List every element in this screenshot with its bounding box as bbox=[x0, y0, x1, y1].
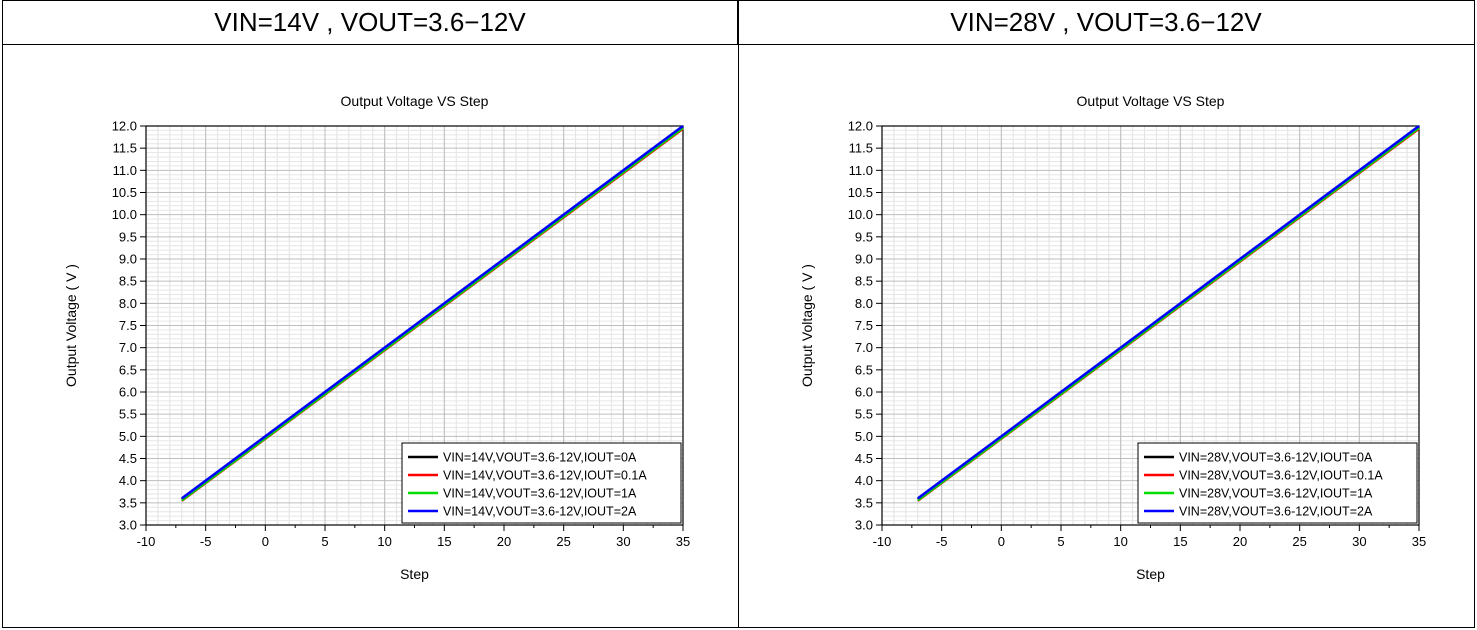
chart-title: Output Voltage VS Step bbox=[341, 93, 489, 109]
y-tick-label: 10.0 bbox=[848, 207, 873, 222]
y-tick-label: 3.0 bbox=[119, 518, 137, 533]
legend-box bbox=[1137, 442, 1418, 524]
legend-box bbox=[401, 442, 682, 524]
y-tick-label: 8.0 bbox=[119, 296, 137, 311]
x-tick-label: 0 bbox=[262, 534, 269, 549]
x-tick-label: 5 bbox=[321, 534, 328, 549]
y-tick-label: 4.0 bbox=[119, 473, 137, 488]
right-chart-panel: Output Voltage VS Step -10 -5 0 5 10 15 20 25 30 3… bbox=[739, 45, 1474, 627]
x-axis-label: Step bbox=[400, 566, 429, 582]
y-tick-label: 3.5 bbox=[855, 495, 873, 510]
legend-label: VIN=28V,VOUT=3.6-12V,IOUT=0A bbox=[1179, 451, 1373, 465]
y-tick-label: 6.0 bbox=[119, 385, 137, 400]
x-tick-label: 5 bbox=[1057, 534, 1064, 549]
chart-title: Output Voltage VS Step bbox=[1077, 93, 1225, 109]
x-tick-label: 10 bbox=[377, 534, 391, 549]
x-tick-label: 20 bbox=[1233, 534, 1247, 549]
series-line bbox=[917, 124, 1420, 500]
left-panel-header: VIN=14V , VOUT=3.6−12V bbox=[3, 1, 738, 45]
x-tick-label: -10 bbox=[137, 534, 156, 549]
y-tick-label: 10.5 bbox=[112, 185, 137, 200]
x-tick-label: -10 bbox=[873, 534, 892, 549]
series-line bbox=[917, 127, 1420, 502]
y-tick-label: 10.5 bbox=[848, 185, 873, 200]
legend-label: VIN=28V,VOUT=3.6-12V,IOUT=1A bbox=[1179, 487, 1373, 501]
legend-label: VIN=14V,VOUT=3.6-12V,IOUT=0.1A bbox=[443, 469, 647, 483]
legend-label: VIN=28V,VOUT=3.6-12V,IOUT=2A bbox=[1179, 505, 1373, 519]
y-tick-label: 3.0 bbox=[855, 518, 873, 533]
y-tick-label: 8.5 bbox=[855, 274, 873, 289]
y-tick-label: 5.0 bbox=[855, 429, 873, 444]
right-chart: Output Voltage VS Step -10 -5 0 5 10 15 20 25 30 3… bbox=[799, 93, 1426, 582]
x-tick-label: 0 bbox=[998, 534, 1005, 549]
y-tick-label: 11.5 bbox=[113, 141, 137, 156]
y-tick-label: 9.5 bbox=[855, 229, 873, 244]
y-tick-label: 9.0 bbox=[855, 252, 873, 267]
y-tick-label: 4.0 bbox=[855, 473, 873, 488]
y-tick-label: 11.0 bbox=[113, 163, 137, 178]
legend-label: VIN=28V,VOUT=3.6-12V,IOUT=0.1A bbox=[1179, 469, 1383, 483]
x-tick-label: 20 bbox=[497, 534, 511, 549]
left-chart: Output Voltage VS Step -10 -5 0 5 10 15 20 25 30 3… bbox=[63, 93, 690, 582]
x-tick-label: 10 bbox=[1113, 534, 1127, 549]
y-tick-label: 6.5 bbox=[855, 362, 873, 377]
x-axis-label: Step bbox=[1136, 566, 1165, 582]
y-tick-label: 11.5 bbox=[849, 141, 873, 156]
y-tick-label: 5.5 bbox=[119, 407, 137, 422]
y-tick-label: 5.5 bbox=[855, 407, 873, 422]
y-axis-label: Output Voltage ( V ) bbox=[799, 264, 815, 387]
x-tick-label: 25 bbox=[556, 534, 570, 549]
legend-label: VIN=14V,VOUT=3.6-12V,IOUT=0A bbox=[443, 451, 637, 465]
x-tick-label: 15 bbox=[1173, 534, 1187, 549]
y-tick-label: 9.5 bbox=[119, 229, 137, 244]
legend-label: VIN=14V,VOUT=3.6-12V,IOUT=1A bbox=[443, 487, 637, 501]
y-tick-label: 7.0 bbox=[855, 340, 873, 355]
y-tick-label: 5.0 bbox=[119, 429, 137, 444]
x-tick-label: 35 bbox=[1412, 534, 1426, 549]
x-tick-label: 15 bbox=[437, 534, 451, 549]
x-tick-label: 30 bbox=[1352, 534, 1366, 549]
y-tick-label: 6.0 bbox=[855, 385, 873, 400]
panel-divider bbox=[738, 1, 739, 627]
y-tick-label: 7.0 bbox=[119, 340, 137, 355]
y-tick-label: 4.5 bbox=[119, 451, 137, 466]
y-tick-label: 3.5 bbox=[119, 495, 137, 510]
y-axis-label: Output Voltage ( V ) bbox=[63, 264, 79, 387]
x-tick-label: 35 bbox=[676, 534, 690, 549]
y-tick-label: 12.0 bbox=[848, 119, 873, 134]
x-tick-label: 25 bbox=[1292, 534, 1306, 549]
y-tick-label: 7.5 bbox=[855, 318, 873, 333]
y-tick-label: 12.0 bbox=[112, 119, 137, 134]
x-tick-label: 30 bbox=[616, 534, 630, 549]
y-tick-label: 8.0 bbox=[855, 296, 873, 311]
y-tick-label: 9.0 bbox=[119, 252, 137, 267]
y-tick-label: 10.0 bbox=[112, 207, 137, 222]
x-tick-label: -5 bbox=[936, 534, 948, 549]
left-chart-panel: Output Voltage VS Step -10 -5 0 5 10 15 20 25 30 3… bbox=[3, 45, 738, 627]
y-tick-label: 7.5 bbox=[119, 318, 137, 333]
y-tick-label: 11.0 bbox=[849, 163, 873, 178]
x-tick-label: -5 bbox=[200, 534, 212, 549]
y-tick-label: 6.5 bbox=[119, 362, 137, 377]
right-panel-header: VIN=28V , VOUT=3.6−12V bbox=[738, 1, 1474, 45]
y-tick-label: 4.5 bbox=[855, 451, 873, 466]
series-line bbox=[181, 124, 684, 500]
y-tick-label: 8.5 bbox=[119, 274, 137, 289]
series-line bbox=[181, 127, 684, 502]
legend-label: VIN=14V,VOUT=3.6-12V,IOUT=2A bbox=[443, 505, 637, 519]
